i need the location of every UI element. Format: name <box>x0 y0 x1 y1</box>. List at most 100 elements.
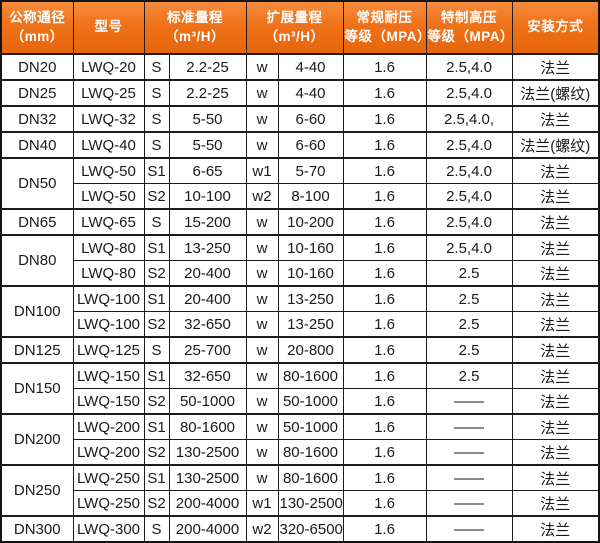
cell-pressure-regular: 1.6 <box>342 336 427 364</box>
cell-ext-range: 6-60 <box>277 105 344 133</box>
cell-install: 法兰 <box>511 336 600 364</box>
cell-pressure-high: —— <box>425 439 513 466</box>
cell-pressure-high: 2.5 <box>425 311 513 338</box>
cell-std-label: S <box>143 131 170 159</box>
cell-std-range: 10-100 <box>168 183 247 210</box>
cell-ext-range: 10-160 <box>277 234 344 261</box>
cell-install: 法兰 <box>511 490 600 517</box>
cell-ext-label: w <box>245 336 279 364</box>
cell-diameter: DN200 <box>0 413 74 466</box>
cell-ext-label: w <box>245 285 279 312</box>
cell-diameter: DN50 <box>0 157 74 210</box>
table-row: LWQ-250 S2 200-4000 w1 130-2500 1.6 —— 法… <box>1 490 600 517</box>
header-line: 常规耐压 <box>356 10 413 26</box>
header-nominal-diameter: 公称通径 （mm） <box>0 0 74 55</box>
cell-model: LWQ-200 <box>72 439 145 466</box>
cell-ext-label: w <box>245 464 279 491</box>
cell-pressure-regular: 1.6 <box>342 388 427 415</box>
header-installation: 安装方式 <box>511 0 600 55</box>
cell-std-range: 200-4000 <box>168 515 247 543</box>
cell-model: LWQ-20 <box>72 53 145 81</box>
cell-ext-range: 80-1600 <box>277 439 344 466</box>
cell-std-range: 130-2500 <box>168 464 247 491</box>
cell-ext-label: w <box>245 388 279 415</box>
header-line: 等级（MPA） <box>344 28 431 44</box>
cell-pressure-high: —— <box>425 413 513 440</box>
table-row: DN50 LWQ-50 S1 6-65 w1 5-70 1.6 2.5,4.0 … <box>0 157 600 210</box>
cell-ext-label: w1 <box>245 157 279 184</box>
cell-std-label: S2 <box>143 183 170 210</box>
cell-model: LWQ-65 <box>72 208 145 236</box>
table-row: DN250 LWQ-250 S1 130-2500 w 80-1600 1.6 … <box>0 464 600 517</box>
cell-ext-label: w1 <box>245 490 279 517</box>
cell-pressure-regular: 1.6 <box>342 311 427 338</box>
cell-pressure-high: 2.5,4.0 <box>425 131 513 159</box>
cell-std-range: 32-650 <box>168 311 247 338</box>
cell-pressure-high: 2.5 <box>425 362 513 389</box>
cell-ext-range: 20-800 <box>277 336 344 364</box>
header-line: 等级（MPA） <box>427 28 514 44</box>
table-row: DN100 LWQ-100 S1 20-400 w 13-250 1.6 2.5… <box>0 285 600 338</box>
cell-std-label: S <box>143 79 170 107</box>
cell-pressure-high: 2.5,4.0 <box>425 183 513 210</box>
cell-pressure-high: 2.5,4.0 <box>425 208 513 236</box>
cell-ext-range: 10-160 <box>277 260 344 287</box>
cell-model: LWQ-100 <box>72 311 145 338</box>
cell-ext-label: w <box>245 234 279 261</box>
cell-ext-label: w <box>245 79 279 107</box>
cell-std-label: S2 <box>143 388 170 415</box>
cell-std-label: S1 <box>143 413 170 440</box>
table-row: LWQ-80 S2 20-400 w 10-160 1.6 2.5 法兰 <box>1 260 600 287</box>
cell-model: LWQ-200 <box>72 413 145 440</box>
cell-model: LWQ-50 <box>72 183 145 210</box>
cell-model: LWQ-125 <box>72 336 145 364</box>
header-line: 安装方式 <box>527 19 584 35</box>
table-body: DN20 LWQ-20 S 2.2-25 w 4-40 1.6 2.5,4.0 … <box>0 53 600 543</box>
cell-diameter: DN150 <box>0 362 74 415</box>
cell-diameter: DN25 <box>0 79 74 107</box>
table-row: DN65 LWQ-65 S 15-200 w 10-200 1.6 2.5,4.… <box>0 208 600 236</box>
table-row: LWQ-150 S2 50-1000 w 50-1000 1.6 —— 法兰 <box>1 388 600 415</box>
cell-install: 法兰 <box>511 183 600 210</box>
table-row: LWQ-100 S2 32-650 w 13-250 1.6 2.5 法兰 <box>1 311 600 338</box>
cell-pressure-regular: 1.6 <box>342 413 427 440</box>
cell-std-range: 20-400 <box>168 260 247 287</box>
cell-pressure-regular: 1.6 <box>342 183 427 210</box>
cell-std-label: S2 <box>143 260 170 287</box>
cell-diameter: DN300 <box>0 515 74 543</box>
table-row: DN20 LWQ-20 S 2.2-25 w 4-40 1.6 2.5,4.0 … <box>0 53 600 81</box>
cell-install: 法兰(螺纹) <box>511 79 600 107</box>
table-header-row: 公称通径 （mm） 型号 标准量程 （m³/H） 扩展量程 （m³/H） 常规耐压 等级… <box>0 0 600 55</box>
cell-install: 法兰 <box>511 388 600 415</box>
cell-pressure-high: 2.5 <box>425 336 513 364</box>
header-line: （m³/H） <box>165 28 225 44</box>
cell-ext-range: 4-40 <box>277 79 344 107</box>
cell-ext-label: w <box>245 439 279 466</box>
cell-install: 法兰 <box>511 234 600 261</box>
cell-pressure-high: 2.5,4.0 <box>425 157 513 184</box>
cell-std-range: 20-400 <box>168 285 247 312</box>
cell-model: LWQ-250 <box>72 464 145 491</box>
cell-install: 法兰 <box>511 53 600 81</box>
header-line: 标准量程 <box>167 10 223 26</box>
cell-model: LWQ-40 <box>72 131 145 159</box>
table-row: DN150 LWQ-150 S1 32-650 w 80-1600 1.6 2.… <box>0 362 600 415</box>
cell-diameter: DN32 <box>0 105 74 133</box>
cell-ext-label: w <box>245 311 279 338</box>
cell-ext-range: 5-70 <box>277 157 344 184</box>
table-row: DN32 LWQ-32 S 5-50 w 6-60 1.6 2.5,4.0, 法… <box>0 105 600 133</box>
cell-std-range: 5-50 <box>168 131 247 159</box>
header-line: 扩展量程 <box>266 10 323 26</box>
cell-install: 法兰 <box>511 208 600 236</box>
cell-ext-label: w <box>245 53 279 81</box>
cell-pressure-regular: 1.6 <box>342 53 427 81</box>
cell-ext-label: w2 <box>245 515 279 543</box>
table-row: DN80 LWQ-80 S1 13-250 w 10-160 1.6 2.5,4… <box>0 234 600 287</box>
header-line: （m³/H） <box>264 28 325 44</box>
cell-model: LWQ-25 <box>72 79 145 107</box>
cell-diameter: DN125 <box>0 336 74 364</box>
cell-ext-range: 13-250 <box>277 285 344 312</box>
header-standard-range: 标准量程 （m³/H） <box>143 0 247 55</box>
